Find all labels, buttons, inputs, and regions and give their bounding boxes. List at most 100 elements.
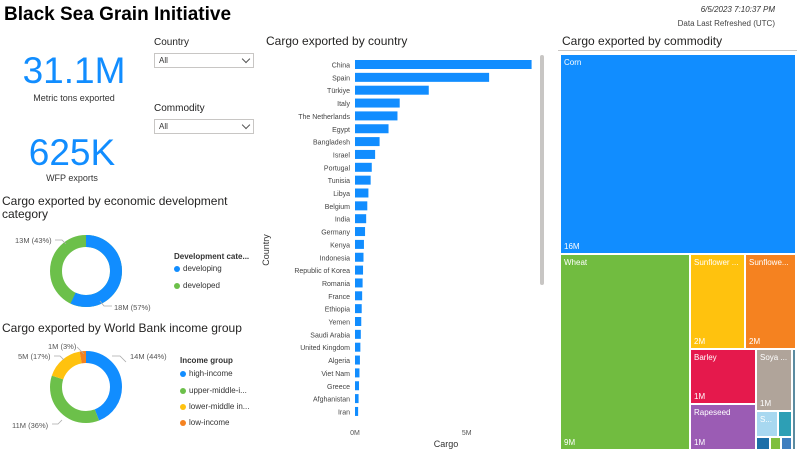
treemap-tile-sunflower-2[interactable]: Sunflowe... 2M [745, 254, 796, 349]
leader-line [55, 239, 67, 245]
bar-spain[interactable] [355, 72, 490, 82]
treemap-tile-small[interactable] [781, 437, 792, 450]
bar-category-label: Egypt [332, 127, 350, 134]
refresh-label: Data Last Refreshed (UTC) [677, 19, 775, 28]
label-developing: 18M (57%) [114, 303, 151, 312]
treemap-tile-corn[interactable]: Corn 16M [560, 54, 796, 254]
bar-iran[interactable] [355, 406, 359, 416]
bar-bangladesh[interactable] [355, 137, 380, 147]
legend-label: low-income [189, 418, 230, 427]
bar-the-netherlands[interactable] [355, 111, 398, 121]
legend-item-developing[interactable]: developing [174, 264, 222, 273]
legend-label: lower-middle in... [189, 402, 250, 411]
legend-item-upper-middle[interactable]: upper-middle-i... [180, 386, 247, 395]
bar-category-label: Afghanistan [313, 397, 350, 404]
commodity-slicer-title: Commodity [154, 103, 205, 114]
bar-united-kingdom[interactable] [355, 342, 361, 352]
treemap-tile-small[interactable] [756, 437, 770, 450]
treemap-tile-small[interactable] [778, 411, 792, 437]
income-legend-title: Income group [180, 356, 233, 365]
income-group-donut: 1M (3%) 5M (17%) 14M (44%) 11M (36%) [12, 342, 167, 430]
y-axis-label: Country [261, 234, 271, 266]
country-slicer-dropdown[interactable]: All [154, 53, 254, 68]
legend-dot [180, 403, 186, 410]
leader-line [99, 300, 112, 307]
legend-item-low-income[interactable]: low-income [180, 418, 229, 427]
commodity-treemap: Corn 16M Wheat 9M Sunflower ... 2M Sunfl… [560, 54, 796, 450]
chevron-down-icon [241, 54, 251, 64]
bar-category-label: Italy [337, 101, 350, 108]
x-axis-label: Cargo [434, 439, 459, 449]
bar-category-label: Greece [327, 384, 350, 391]
bar-indonesia[interactable] [355, 252, 364, 262]
bar-category-label: Saudi Arabia [310, 332, 350, 339]
leader-line [54, 355, 65, 361]
legend-item-lower-middle[interactable]: lower-middle in... [180, 402, 249, 411]
bar-libya[interactable] [355, 188, 369, 198]
legend-dot [180, 370, 186, 377]
refresh-timestamp: 6/5/2023 7:10:37 PM [700, 5, 775, 14]
bar-china[interactable] [355, 60, 532, 69]
bar-kenya[interactable] [355, 239, 364, 249]
chevron-down-icon [241, 120, 251, 130]
bar-afghanistan[interactable] [355, 394, 359, 404]
bar-belgium[interactable] [355, 201, 368, 211]
tile-value: 16M [564, 242, 580, 251]
tile-value: 2M [694, 337, 706, 346]
bar-category-label: United Kingdom [300, 345, 350, 352]
treemap-tile-small[interactable]: S... [756, 411, 778, 437]
bar-republic-of-korea[interactable] [355, 265, 364, 275]
bar-category-label: Spain [332, 75, 350, 82]
bar-saudi-arabia[interactable] [355, 329, 361, 339]
dev-legend-title: Development cate... [174, 252, 250, 261]
bar-egypt[interactable] [355, 124, 389, 134]
bar-category-label: Belgium [325, 204, 350, 211]
treemap-tile-barley[interactable]: Barley 1M [690, 349, 756, 404]
legend-dot [174, 282, 180, 289]
bar-israel[interactable] [355, 149, 376, 159]
bar-romania[interactable] [355, 278, 363, 288]
treemap-tile-rapeseed[interactable]: Rapeseed 1M [690, 404, 756, 450]
bar-tunisia[interactable] [355, 175, 371, 185]
tile-value: 9M [564, 438, 576, 447]
label-developed: 13M (43%) [15, 236, 52, 245]
bar-algeria[interactable] [355, 355, 360, 365]
legend-item-high-income[interactable]: high-income [180, 369, 233, 378]
bar-ethiopia[interactable] [355, 304, 362, 314]
bar-france[interactable] [355, 291, 363, 301]
commodity-slicer-dropdown[interactable]: All [154, 119, 254, 134]
country-bar-chart: China Spain Türkiye Italy The Netherlands Egy… [261, 60, 532, 449]
tile-label: Soya ... [760, 353, 788, 362]
legend-item-developed[interactable]: developed [174, 281, 220, 290]
donut-slice-upper-middle[interactable] [50, 351, 122, 423]
bar-portugal[interactable] [355, 162, 372, 172]
tile-value: 1M [694, 392, 706, 401]
bar-category-label: China [332, 63, 350, 70]
donut-slice-developing[interactable] [50, 235, 122, 307]
tile-label: Rapeseed [694, 408, 731, 417]
treemap-tile-soya[interactable]: Soya ... 1M [756, 349, 792, 411]
bar-chart-scrollbar[interactable] [540, 55, 544, 285]
tile-label: Wheat [564, 258, 588, 267]
treemap-tile-wheat[interactable]: Wheat 9M [560, 254, 690, 450]
bar-yemen[interactable] [355, 317, 362, 326]
treemap-divider [558, 50, 797, 51]
bar-t-rkiye[interactable] [355, 85, 429, 95]
tile-label: S... [760, 415, 773, 424]
bar-category-label: Viet Nam [321, 371, 350, 378]
treemap-tile-small[interactable] [792, 349, 796, 450]
legend-label: high-income [189, 369, 233, 378]
bar-india[interactable] [355, 214, 367, 224]
bar-category-label: Tunisia [328, 178, 350, 185]
bar-germany[interactable] [355, 227, 366, 237]
income-group-title: Cargo exported by World Bank income grou… [2, 321, 242, 335]
treemap-tile-small[interactable] [770, 437, 781, 450]
bar-greece[interactable] [355, 381, 360, 391]
donut-slice-low-income[interactable] [50, 351, 122, 423]
bar-viet-nam[interactable] [355, 368, 360, 378]
bar-italy[interactable] [355, 98, 400, 108]
legend-dot [180, 387, 186, 394]
bar-category-label: Iran [338, 409, 350, 416]
legend-dot [174, 265, 180, 272]
treemap-tile-sunflower-1[interactable]: Sunflower ... 2M [690, 254, 745, 349]
